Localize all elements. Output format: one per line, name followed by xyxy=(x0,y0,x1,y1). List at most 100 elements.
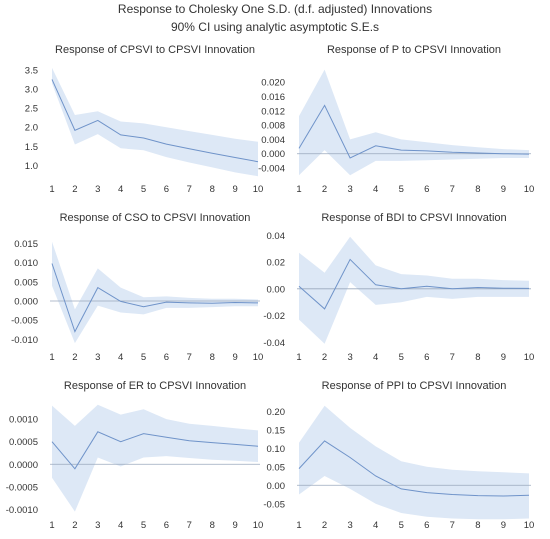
chart-title: Response of CSO to CPSVI Innovation xyxy=(60,212,251,224)
x-tick-label: 6 xyxy=(424,184,429,195)
x-tick-label: 8 xyxy=(210,352,215,363)
y-tick-label: 0.0010 xyxy=(9,415,38,426)
y-tick-label: -0.005 xyxy=(11,316,38,327)
x-tick-label: 5 xyxy=(399,520,404,531)
y-tick-label: -0.004 xyxy=(258,164,285,175)
confidence-band xyxy=(52,241,258,344)
y-tick-label: 1.5 xyxy=(25,142,38,153)
figure-title: Response to Cholesky One S.D. (d.f. adju… xyxy=(117,2,433,16)
x-tick-label: 4 xyxy=(373,184,378,195)
confidence-band xyxy=(299,236,529,344)
x-tick-label: 1 xyxy=(49,520,54,531)
x-tick-label: 7 xyxy=(187,520,192,531)
y-tick-label: -0.0005 xyxy=(6,482,38,493)
chart-panel: Response of BDI to CPSVI Innovation -0.04… xyxy=(263,212,534,363)
x-tick-label: 2 xyxy=(322,520,327,531)
x-tick-label: 7 xyxy=(450,520,455,531)
x-tick-label: 5 xyxy=(141,520,146,531)
x-tick-label: 8 xyxy=(475,184,480,195)
y-tick-label: 2.5 xyxy=(25,104,38,115)
x-tick-label: 2 xyxy=(72,352,77,363)
x-tick-label: 2 xyxy=(72,520,77,531)
x-tick-label: 9 xyxy=(501,352,506,363)
x-tick-label: 8 xyxy=(475,520,480,531)
response-line xyxy=(298,258,530,310)
confidence-band xyxy=(52,404,258,512)
y-tick-label: 0.008 xyxy=(261,121,285,132)
x-tick-label: 9 xyxy=(232,352,237,363)
x-tick-label: 3 xyxy=(347,520,352,531)
chart-title: Response of CPSVI to CPSVI Innovation xyxy=(55,44,255,56)
x-tick-label: 7 xyxy=(450,352,455,363)
x-tick-label: 6 xyxy=(424,520,429,531)
chart-panel: Response of P to CPSVI Innovation -0.004 0… xyxy=(258,44,534,195)
y-tick-label: 0.012 xyxy=(261,106,285,117)
chart-title: Response of PPI to CPSVI Innovation xyxy=(322,380,507,392)
y-tick-label: -0.010 xyxy=(11,335,38,346)
x-tick-label: 5 xyxy=(141,352,146,363)
x-tick-label: 4 xyxy=(118,520,123,531)
chart-title: Response of BDI to CPSVI Innovation xyxy=(321,212,506,224)
x-tick-label: 2 xyxy=(72,184,77,195)
y-tick-label: 0.004 xyxy=(261,135,285,146)
x-tick-label: 5 xyxy=(399,352,404,363)
y-tick-label: 0.15 xyxy=(267,425,286,436)
x-tick-label: 9 xyxy=(501,520,506,531)
x-tick-label: 1 xyxy=(296,352,301,363)
y-tick-label: 1.0 xyxy=(25,161,38,172)
x-tick-label: 5 xyxy=(399,184,404,195)
response-line xyxy=(298,440,530,497)
x-tick-label: 3 xyxy=(95,184,100,195)
chart-title: Response of P to CPSVI Innovation xyxy=(327,44,501,56)
x-tick-label: 1 xyxy=(49,352,54,363)
x-tick-label: 7 xyxy=(187,352,192,363)
y-tick-label: -0.05 xyxy=(263,499,285,510)
figure-subtitle: 90% CI using analytic asymptotic S.E.s xyxy=(170,20,380,34)
x-tick-label: 3 xyxy=(347,352,352,363)
x-tick-label: 10 xyxy=(253,184,264,195)
y-tick-label: 0.20 xyxy=(267,407,286,418)
x-tick-label: 4 xyxy=(373,520,378,531)
y-tick-label: 0.05 xyxy=(267,462,286,473)
chart-panel: Response of ER to CPSVI Innovation -0.001… xyxy=(6,380,264,531)
chart-panel: Response of CPSVI to CPSVI Innovation 1.0… xyxy=(25,44,264,195)
confidence-band xyxy=(52,67,258,177)
y-tick-label: 0.04 xyxy=(267,231,286,242)
x-tick-label: 10 xyxy=(524,520,535,531)
x-tick-label: 4 xyxy=(118,352,123,363)
x-tick-label: 3 xyxy=(347,184,352,195)
y-tick-label: -0.04 xyxy=(263,338,285,349)
x-tick-label: 3 xyxy=(95,520,100,531)
x-tick-label: 10 xyxy=(524,352,535,363)
x-tick-label: 3 xyxy=(95,352,100,363)
x-tick-label: 2 xyxy=(322,184,327,195)
x-tick-label: 10 xyxy=(253,352,264,363)
x-tick-label: 10 xyxy=(253,520,264,531)
x-tick-label: 8 xyxy=(475,352,480,363)
x-tick-label: 6 xyxy=(164,352,169,363)
response-line xyxy=(298,104,530,159)
response-line xyxy=(51,263,259,333)
response-line xyxy=(51,79,259,163)
y-tick-label: 0.000 xyxy=(14,296,38,307)
y-tick-label: 0.020 xyxy=(261,78,285,89)
y-tick-label: 0.016 xyxy=(261,92,285,103)
x-tick-label: 5 xyxy=(141,184,146,195)
y-tick-label: 0.000 xyxy=(261,149,285,160)
chart-title: Response of ER to CPSVI Innovation xyxy=(64,380,246,392)
y-tick-label: 0.00 xyxy=(267,284,286,295)
x-tick-label: 8 xyxy=(210,184,215,195)
y-tick-label: 3.0 xyxy=(25,84,38,95)
x-tick-label: 1 xyxy=(296,184,301,195)
y-tick-label: 0.00 xyxy=(267,481,286,492)
y-tick-label: 0.10 xyxy=(267,444,286,455)
y-tick-label: 0.02 xyxy=(267,258,286,269)
chart-panel: Response of PPI to CPSVI Innovation -0.05… xyxy=(263,380,534,531)
x-tick-label: 4 xyxy=(118,184,123,195)
y-tick-label: 0.010 xyxy=(14,258,38,269)
x-tick-label: 1 xyxy=(296,520,301,531)
x-tick-label: 9 xyxy=(501,184,506,195)
x-tick-label: 2 xyxy=(322,352,327,363)
